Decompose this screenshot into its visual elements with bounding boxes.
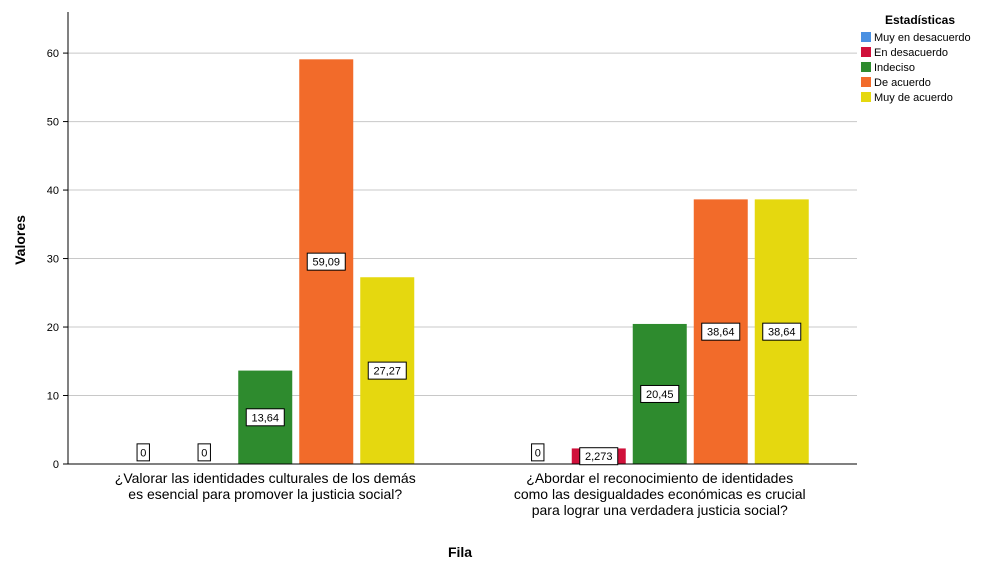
x-tick-label: ¿Valorar las identidades culturales de l… (115, 470, 416, 486)
data-label: 0 (201, 447, 207, 459)
data-label-box (701, 322, 741, 341)
legend-label: En desacuerdo (874, 47, 948, 59)
legend-swatch (861, 77, 871, 87)
y-tick-label: 30 (47, 254, 59, 266)
data-label-box (197, 443, 211, 462)
data-label: 0 (140, 447, 146, 459)
legend-label: Indeciso (874, 62, 915, 74)
data-label: 20,45 (646, 389, 674, 401)
data-label-box (640, 384, 680, 403)
legend-swatch (861, 62, 871, 72)
data-label: 2,273 (585, 451, 613, 463)
data-label: 38,64 (707, 327, 735, 339)
axes-layer: 0 10 20 30 40 50 60 ¿Valorar las identidades cu… (47, 12, 857, 518)
data-label-box (367, 361, 407, 380)
y-tick-label: 60 (47, 48, 59, 60)
data-label: 0 (535, 447, 541, 459)
data-labels-layer: 0 0 13,64 59,09 27,27 0 2,273 20,45 38,64 38,64 (136, 252, 802, 466)
x-axis-title: Fila (448, 544, 472, 560)
legend-swatch (861, 32, 871, 42)
legend-title: Estadísticas (885, 13, 955, 27)
y-tick-label: 0 (53, 459, 59, 471)
y-axis-title: Valores (12, 215, 28, 265)
legend-label: De acuerdo (874, 77, 931, 89)
y-tick-label: 20 (47, 322, 59, 334)
y-tick-label: 40 (47, 185, 59, 197)
data-label-box (245, 408, 285, 427)
data-label: 27,27 (373, 366, 401, 378)
legend: Estadísticas Muy en desacuerdo En desacuer… (861, 13, 971, 104)
legend-label: Muy de acuerdo (874, 92, 953, 104)
data-label-box (762, 322, 802, 341)
y-tick-label: 10 (47, 391, 59, 403)
x-tick-label: para lograr una verdadera justicia socia… (532, 502, 788, 518)
x-tick-label: es esencial para promover la justicia so… (128, 486, 402, 502)
data-label-box (136, 443, 150, 462)
data-label: 38,64 (768, 327, 796, 339)
data-label-box (579, 447, 619, 466)
legend-label: Muy en desacuerdo (874, 32, 971, 44)
legend-swatch (861, 92, 871, 102)
y-tick-label: 50 (47, 117, 59, 129)
data-label: 59,09 (312, 257, 340, 269)
x-tick-label: como las desigualdades económicas es cru… (514, 486, 806, 502)
data-label: 13,64 (251, 412, 279, 424)
legend-swatch (861, 47, 871, 57)
data-label-box (306, 252, 346, 271)
data-label-box (531, 443, 545, 462)
x-tick-label: ¿Abordar el reconocimiento de identidade… (526, 470, 793, 486)
